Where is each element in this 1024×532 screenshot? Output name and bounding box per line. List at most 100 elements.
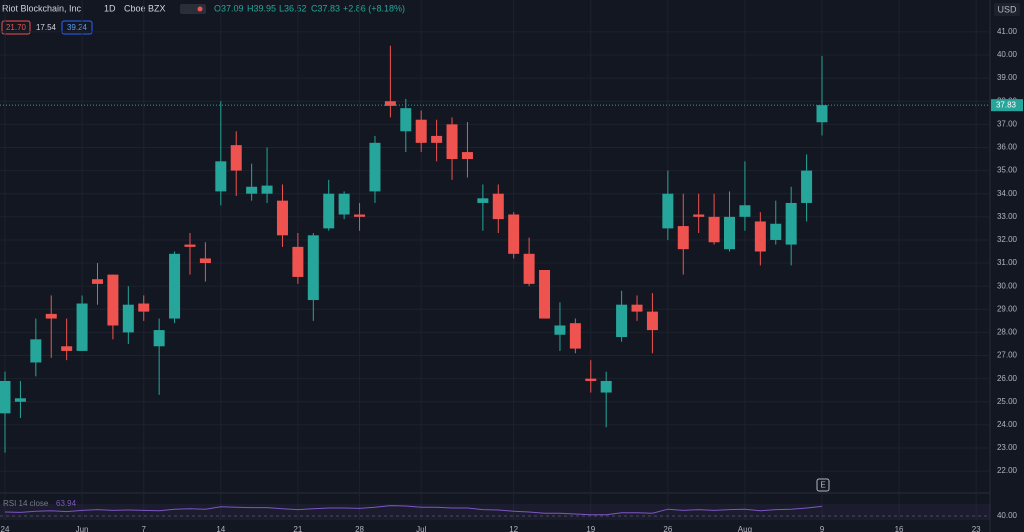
exchange: Cboe BZX xyxy=(124,3,166,13)
candle-body xyxy=(708,216,720,243)
y-tick-label: 35.00 xyxy=(997,166,1018,175)
candle-body xyxy=(307,235,319,301)
candle-body xyxy=(600,380,612,393)
x-tick-label: 28 xyxy=(355,525,364,532)
candle-body xyxy=(30,339,42,363)
candle-body xyxy=(677,226,689,250)
y-tick-label: 32.00 xyxy=(997,235,1018,244)
badge xyxy=(1,20,31,35)
candle-body xyxy=(61,346,73,351)
earnings-marker[interactable] xyxy=(816,478,830,492)
candle-body xyxy=(169,253,181,319)
y-tick-label: 34.00 xyxy=(997,189,1018,198)
x-tick-label: 16 xyxy=(895,525,904,532)
x-tick-label: 24 xyxy=(1,525,10,532)
currency[interactable]: USD xyxy=(997,4,1017,14)
candle-body xyxy=(338,193,350,215)
x-tick-label: 21 xyxy=(293,525,302,532)
badge-text: 21.70 xyxy=(6,23,27,32)
candle-body xyxy=(215,161,227,192)
candle-body xyxy=(184,244,196,247)
legend: Riot Blockchain, Inc 1D Cboe BZX O37.09 … xyxy=(1,3,405,35)
badge xyxy=(61,20,93,35)
y-tick-label: 41.00 xyxy=(997,27,1018,36)
symbol[interactable]: Riot Blockchain, Inc xyxy=(2,3,82,13)
candle-body xyxy=(646,311,658,331)
y-tick-label: 36.00 xyxy=(997,143,1018,152)
candle-body xyxy=(446,124,458,160)
candle-body xyxy=(539,269,551,319)
y-tick-label: 26.00 xyxy=(997,374,1018,383)
candle-body xyxy=(384,101,396,106)
candle-body xyxy=(739,205,751,217)
candle-body xyxy=(816,105,828,123)
candle-body xyxy=(107,274,119,326)
last-price-label: 37.83 xyxy=(996,100,1017,109)
y-tick-label: 24.00 xyxy=(997,420,1018,429)
x-tick-label: 9 xyxy=(820,525,825,532)
candle-body xyxy=(785,202,797,245)
ohlc-high: H39.95 xyxy=(247,3,276,13)
candle-body xyxy=(415,119,427,143)
candles: 37.83 xyxy=(0,45,1023,453)
candle-body xyxy=(400,108,412,132)
badge-text: 17.54 xyxy=(36,23,57,32)
y-tick-label: 39.00 xyxy=(997,73,1018,82)
candle-body xyxy=(616,304,628,338)
candle-body xyxy=(292,246,304,277)
ohlc-open: O37.09 xyxy=(214,3,244,13)
y-tick-label: 33.00 xyxy=(997,212,1018,221)
candle-body xyxy=(461,152,473,160)
ohlc-close: C37.83 xyxy=(311,3,340,13)
candle-body xyxy=(323,193,335,229)
y-tick-label: 28.00 xyxy=(997,328,1018,337)
y-tick-label: 29.00 xyxy=(997,304,1018,313)
x-tick-label: Jul xyxy=(416,525,426,532)
candle-body xyxy=(431,135,443,143)
candle-body xyxy=(569,323,581,349)
y-tick-label: 25.00 xyxy=(997,397,1018,406)
candle-body xyxy=(0,380,11,414)
candle-body xyxy=(14,398,26,402)
candle-body xyxy=(276,200,288,236)
candle-body xyxy=(754,221,766,252)
candle-body xyxy=(585,378,597,381)
candle-body xyxy=(724,216,736,250)
candle-body xyxy=(693,214,705,217)
x-tick-label: 23 xyxy=(972,525,981,532)
candle-body xyxy=(662,193,674,229)
candle-body xyxy=(138,303,150,312)
y-tick-label: 40.00 xyxy=(997,50,1018,59)
candle-body xyxy=(631,304,643,312)
x-tick-label: 14 xyxy=(216,525,225,532)
y-tick-label: 31.00 xyxy=(997,258,1018,267)
candle-body xyxy=(45,313,57,319)
rsi-tick-label: 40.00 xyxy=(997,511,1018,520)
candle-body xyxy=(554,325,566,335)
candle-body xyxy=(801,170,813,203)
visibility-toggle[interactable] xyxy=(180,4,206,14)
candle-body xyxy=(523,253,535,284)
badge-text: 39.24 xyxy=(67,23,88,32)
candle-body xyxy=(230,145,242,171)
candle-body xyxy=(770,223,782,240)
x-tick-label: 12 xyxy=(509,525,518,532)
candle-body xyxy=(492,193,504,220)
candle-body xyxy=(122,304,134,333)
candle-body xyxy=(246,186,258,194)
x-tick-label: 19 xyxy=(586,525,595,532)
candle-body xyxy=(369,142,381,192)
candle-body xyxy=(76,303,88,351)
rsi-pane: RSI 14 close 63.94 40.00 xyxy=(0,499,1018,520)
currency-box[interactable] xyxy=(994,3,1020,16)
ohlc-low: L36.52 xyxy=(279,3,307,13)
earnings-marker-label[interactable]: E xyxy=(820,481,825,490)
candle-body xyxy=(477,198,489,203)
interval[interactable]: 1D xyxy=(104,3,116,13)
rsi-band xyxy=(0,504,990,520)
candle-body xyxy=(354,214,366,217)
